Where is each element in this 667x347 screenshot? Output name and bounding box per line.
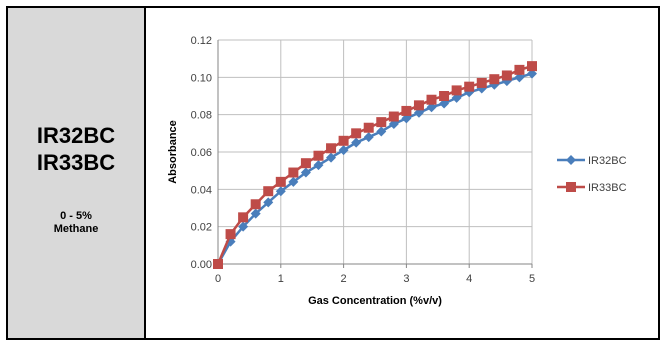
y-tick-label: 0.10 xyxy=(191,72,212,84)
data-point-ir32bc xyxy=(275,186,286,197)
x-tick-label: 4 xyxy=(466,273,472,285)
data-point-ir32bc xyxy=(326,152,337,163)
data-point-ir33bc xyxy=(388,111,399,122)
data-point-ir32bc xyxy=(313,160,324,171)
data-point-ir33bc xyxy=(451,85,462,96)
data-point-ir33bc xyxy=(213,259,223,269)
series-line-ir33bc xyxy=(216,64,533,265)
series-layer xyxy=(213,61,537,269)
x-tick-label: 2 xyxy=(341,273,347,285)
series-line-ir32bc xyxy=(216,72,533,265)
data-point-ir33bc xyxy=(476,77,487,88)
series-ir32bc xyxy=(213,68,537,269)
data-point-ir33bc xyxy=(300,158,311,169)
data-point-ir32bc xyxy=(300,167,311,178)
x-tick-label: 1 xyxy=(278,273,284,285)
legend-label-ir33bc: IR33BC xyxy=(588,182,627,194)
data-point-ir33bc xyxy=(238,212,249,223)
data-point-ir32bc xyxy=(376,126,387,137)
data-point-ir33bc xyxy=(527,61,537,72)
y-tick-label: 0.02 xyxy=(191,222,212,234)
data-point-ir33bc xyxy=(401,105,412,116)
y-axis-label: Absorbance xyxy=(167,120,179,184)
legend-label-ir32bc: IR32BC xyxy=(588,155,627,167)
sidebar-panel: IR32BC IR33BC 0 - 5% Methane xyxy=(8,8,146,338)
data-point-ir33bc xyxy=(413,100,424,111)
series-ir33bc xyxy=(213,61,537,269)
y-tick-label: 0.12 xyxy=(191,35,212,47)
product-card: IR32BC IR33BC 0 - 5% Methane xyxy=(6,6,660,340)
x-tick-label: 5 xyxy=(529,273,535,285)
data-point-ir33bc xyxy=(225,229,236,240)
data-point-ir33bc xyxy=(489,74,500,85)
legend: IR32BC IR33BC xyxy=(557,155,627,194)
data-point-ir33bc xyxy=(263,186,274,197)
model-name-line-2: IR33BC xyxy=(36,150,116,175)
range-label-line-1: 0 - 5% xyxy=(60,210,92,222)
data-point-ir32bc xyxy=(363,132,374,143)
data-point-ir33bc xyxy=(326,143,337,154)
y-tick-label: 0.06 xyxy=(191,147,212,159)
data-point-ir32bc xyxy=(351,137,362,148)
x-tick-label: 3 xyxy=(403,273,409,285)
data-point-ir33bc xyxy=(338,135,349,146)
data-point-ir33bc xyxy=(464,81,475,92)
data-point-ir33bc xyxy=(426,94,437,105)
data-point-ir33bc xyxy=(363,122,374,133)
data-point-ir33bc xyxy=(351,128,362,139)
data-point-ir32bc xyxy=(338,145,349,156)
data-point-ir33bc xyxy=(501,70,512,81)
data-point-ir32bc xyxy=(250,208,261,219)
data-point-ir33bc xyxy=(439,91,450,101)
range-label-line-2: Methane xyxy=(53,223,99,235)
model-name-line-1: IR32BC xyxy=(36,123,116,148)
data-point-ir32bc xyxy=(263,197,274,208)
x-tick-label: 0 xyxy=(215,273,221,285)
y-tick-label: 0.08 xyxy=(191,110,212,122)
x-axis-label: Gas Concentration (%v/v) xyxy=(308,295,442,307)
data-point-ir33bc xyxy=(514,64,525,75)
data-point-ir33bc xyxy=(313,150,324,161)
legend-marker-ir33bc xyxy=(566,182,576,192)
data-point-ir32bc xyxy=(288,176,299,187)
data-point-ir33bc xyxy=(250,199,261,210)
data-point-ir32bc xyxy=(238,221,249,232)
axis-layer: 0.00 0.02 0.04 0.06 0.08 0.10 0.12 0 1 2 3 4 5 xyxy=(191,35,535,285)
grid-layer xyxy=(218,39,533,264)
data-point-ir33bc xyxy=(275,176,286,187)
y-tick-label: 0.00 xyxy=(191,259,212,271)
data-point-ir33bc xyxy=(288,167,299,178)
y-tick-label: 0.04 xyxy=(191,184,212,196)
data-point-ir33bc xyxy=(376,117,387,128)
legend-marker-ir32bc xyxy=(566,155,576,165)
